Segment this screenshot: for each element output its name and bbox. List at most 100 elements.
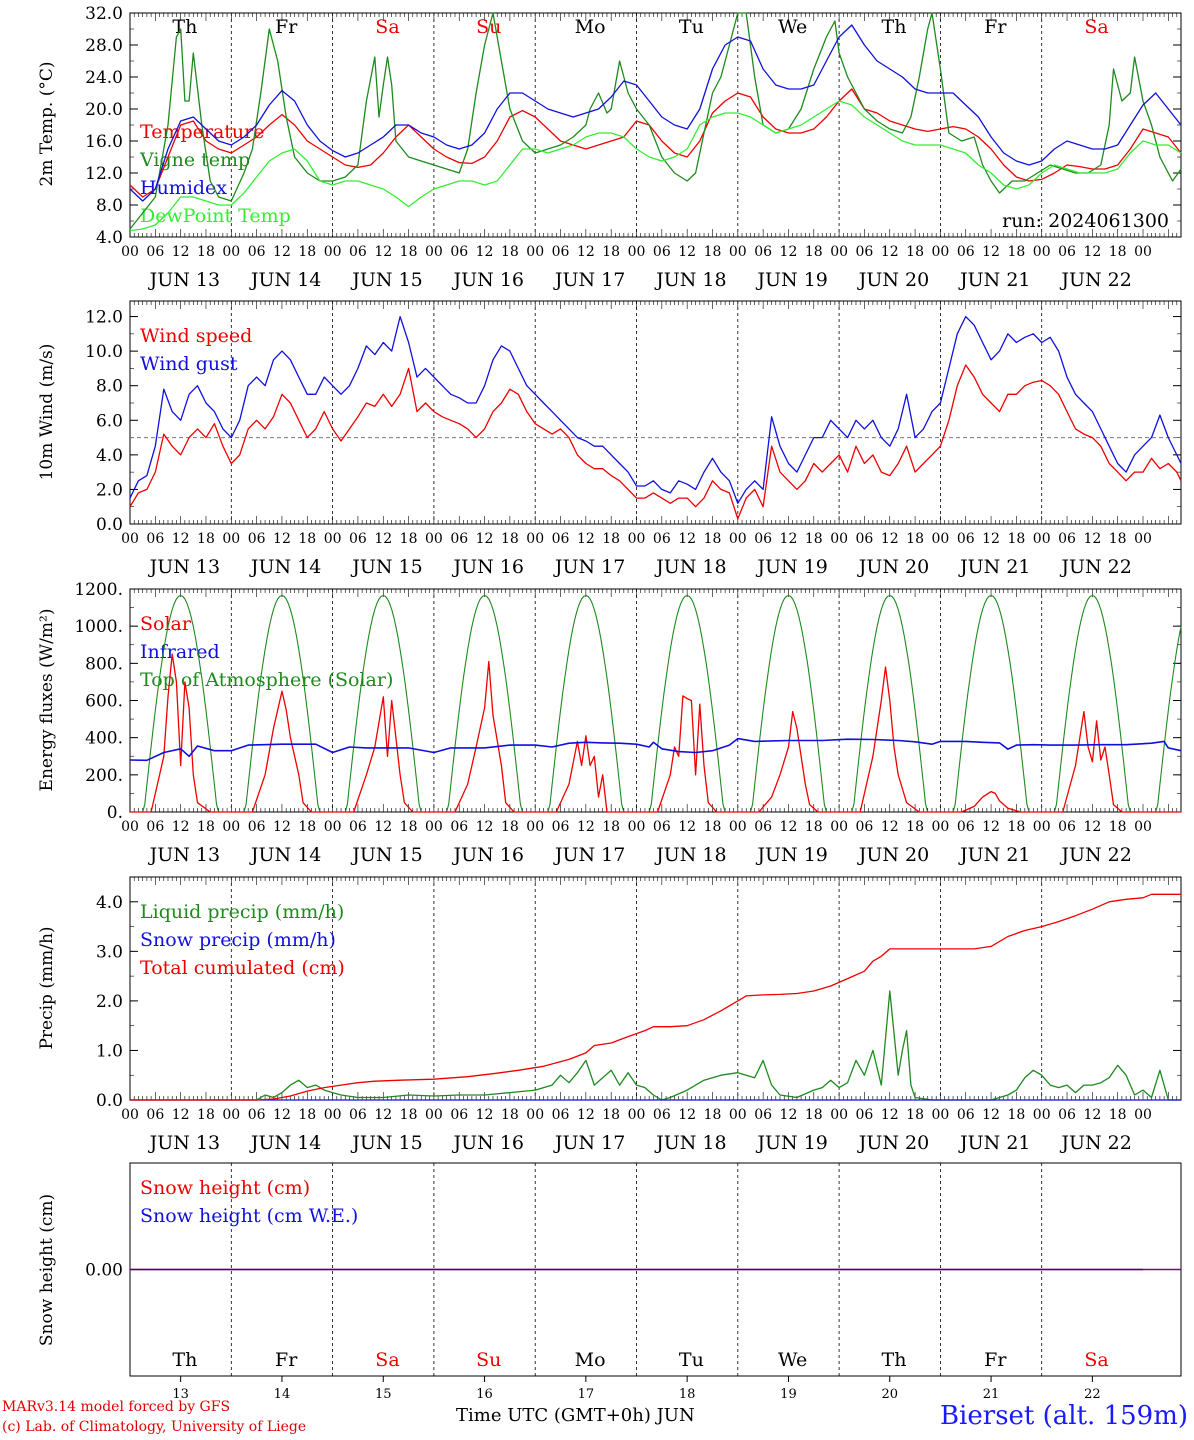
- y-tick-label: 200.: [85, 766, 123, 786]
- day-label: Su: [476, 1349, 501, 1371]
- x-tick-label: 18: [1109, 244, 1127, 260]
- date-label: JUN 19: [755, 556, 827, 578]
- x-tick-label: 00: [526, 531, 544, 547]
- day-number: 19: [780, 1387, 797, 1402]
- x-tick-label: 06: [653, 819, 671, 835]
- y-axis-label: 2m Temp. (°C): [37, 61, 57, 186]
- x-tick-label: 06: [957, 1107, 975, 1123]
- day-label: Mo: [575, 1349, 606, 1371]
- x-tick-label: 06: [248, 244, 266, 260]
- y-axis-label: 10m Wind (m/s): [37, 344, 57, 481]
- day-label: Sa: [1084, 16, 1108, 38]
- y-tick-label: 8.0: [96, 377, 123, 397]
- x-tick-label: 12: [273, 244, 291, 260]
- day-label: Tu: [679, 16, 704, 38]
- day-label: Fr: [984, 16, 1007, 38]
- date-label: JUN 18: [654, 556, 726, 578]
- legend-entry: Wind speed: [140, 325, 252, 347]
- x-tick-label: 12: [273, 819, 291, 835]
- series-dewpoint-temp: [129, 100, 1182, 232]
- panel-temperature: 4.0 8.0 12.0 16.0 20.0 24.0 28.0 32.0 2m Temp. (…: [37, 4, 1182, 291]
- date-label: JUN 17: [553, 844, 625, 866]
- x-tick-label: 12: [374, 819, 392, 835]
- x-tick-label: 18: [704, 244, 722, 260]
- x-tick-label: 00: [1134, 531, 1152, 547]
- model-credit: MARv3.14 model forced by GFS: [2, 1399, 231, 1415]
- x-tick-label: 00: [729, 1107, 747, 1123]
- day-label: We: [778, 1349, 807, 1371]
- y-axis-label: Energy fluxes (W/m²): [37, 609, 57, 792]
- x-tick-label: 18: [501, 244, 519, 260]
- x-tick-label: 00: [121, 244, 139, 260]
- x-tick-label: 00: [526, 819, 544, 835]
- x-tick-label: 00: [931, 819, 949, 835]
- day-label: Th: [172, 16, 197, 38]
- series-wind-gust: [129, 315, 1182, 504]
- x-tick-label: 12: [172, 1107, 190, 1123]
- x-tick-label: 06: [349, 819, 367, 835]
- y-tick-label: 10.0: [85, 342, 123, 362]
- x-tick-label: 00: [729, 819, 747, 835]
- x-tick-label: 00: [526, 244, 544, 260]
- x-tick-label: 06: [653, 531, 671, 547]
- x-tick-label: 18: [602, 1107, 620, 1123]
- series-humidex: [129, 24, 1182, 202]
- x-tick-label: 06: [146, 531, 164, 547]
- x-tick-label: 00: [222, 1107, 240, 1123]
- x-tick-label: 06: [552, 819, 570, 835]
- x-tick-label: 06: [653, 244, 671, 260]
- day-label: Sa: [375, 1349, 399, 1371]
- x-tick-label: 00: [1033, 1107, 1051, 1123]
- x-tick-label: 06: [754, 819, 772, 835]
- x-axis-title: Time UTC (GMT+0h) JUN: [456, 1405, 695, 1426]
- x-tick-label: 06: [754, 1107, 772, 1123]
- plot-frame: [129, 300, 1182, 525]
- series-total-cumulated-cm-: [130, 893, 1181, 1101]
- x-tick-label: 12: [172, 531, 190, 547]
- x-tick-label: 12: [982, 1107, 1000, 1123]
- x-tick-label: 18: [1007, 531, 1025, 547]
- y-tick-label: 4.0: [96, 228, 123, 248]
- y-tick-label: 600.: [85, 692, 123, 712]
- y-tick-label: 2.0: [96, 992, 123, 1012]
- x-tick-label: 06: [856, 819, 874, 835]
- date-label: JUN 13: [148, 844, 220, 866]
- x-tick-label: 06: [1058, 1107, 1076, 1123]
- date-label: JUN 14: [249, 1132, 321, 1154]
- x-tick-label: 00: [324, 1107, 342, 1123]
- x-tick-label: 06: [653, 1107, 671, 1123]
- y-tick-label: 400.: [85, 729, 123, 749]
- date-label: JUN 17: [553, 269, 625, 291]
- x-tick-label: 00: [830, 531, 848, 547]
- date-label: JUN 21: [958, 1132, 1030, 1154]
- x-tick-label: 12: [678, 531, 696, 547]
- x-tick-label: 12: [881, 531, 899, 547]
- date-label: JUN 14: [249, 269, 321, 291]
- x-tick-label: 12: [476, 244, 494, 260]
- x-tick-label: 00: [222, 819, 240, 835]
- x-tick-label: 12: [678, 244, 696, 260]
- day-label: Fr: [984, 1349, 1007, 1371]
- x-tick-label: 18: [501, 1107, 519, 1123]
- x-tick-label: 12: [374, 1107, 392, 1123]
- panel-snow: 0.00 Snow height (cm) Th Fr Sa Su Mo Tu We Th Fr Sa…: [37, 1162, 1182, 1402]
- y-tick-label: 28.0: [85, 36, 123, 56]
- legend-entry: Snow height (cm): [140, 1177, 310, 1199]
- x-tick-label: 06: [146, 819, 164, 835]
- x-tick-label: 06: [450, 1107, 468, 1123]
- x-tick-label: 18: [805, 244, 823, 260]
- day-label: Th: [882, 16, 907, 38]
- x-tick-label: 06: [957, 531, 975, 547]
- series-liquid-precip-mm-h-: [130, 990, 1181, 1101]
- day-number: 22: [1084, 1387, 1101, 1402]
- x-tick-label: 18: [197, 531, 215, 547]
- date-label: JUN 16: [452, 844, 524, 866]
- day-label: Sa: [1084, 1349, 1108, 1371]
- x-tick-label: 06: [856, 244, 874, 260]
- x-tick-label: 18: [501, 531, 519, 547]
- day-label: Tu: [679, 1349, 704, 1371]
- y-tick-label: 24.0: [85, 68, 123, 88]
- x-tick-label: 12: [1083, 531, 1101, 547]
- station-name: Bierset (alt. 159m): [939, 1401, 1188, 1431]
- legend-entry: Infrared: [140, 641, 220, 663]
